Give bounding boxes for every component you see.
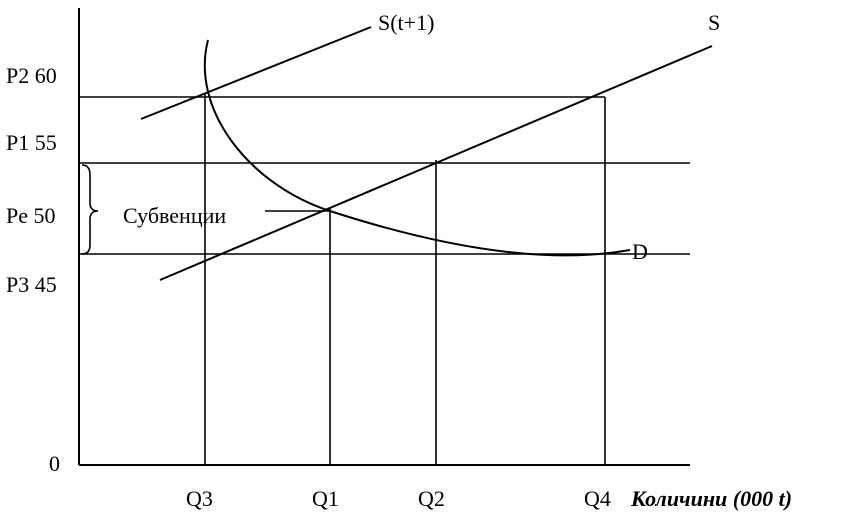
supply-shifted-curve bbox=[140, 26, 372, 120]
demand-curve bbox=[203, 39, 631, 257]
supply-shifted-label: S(t+1) bbox=[378, 10, 434, 35]
y-label-zero: 0 bbox=[49, 451, 60, 476]
y-label-pe: Pe 50 bbox=[6, 203, 56, 228]
y-label-p1: P1 55 bbox=[6, 130, 57, 155]
x-label-q1: Q1 bbox=[312, 486, 339, 511]
x-label-q4: Q4 bbox=[584, 486, 611, 511]
y-label-p2: P2 60 bbox=[6, 63, 57, 88]
demand-label: D bbox=[632, 239, 648, 264]
subsidy-label: Субвенции bbox=[123, 203, 226, 228]
supply-label: S bbox=[708, 10, 720, 35]
y-label-p3: P3 45 bbox=[6, 272, 57, 297]
subsidy-brace bbox=[81, 164, 99, 255]
x-label-q3: Q3 bbox=[186, 486, 213, 511]
x-label-q2: Q2 bbox=[418, 486, 445, 511]
x-axis-title: Количини (000 t) bbox=[630, 486, 792, 511]
supply-curve bbox=[159, 45, 713, 281]
